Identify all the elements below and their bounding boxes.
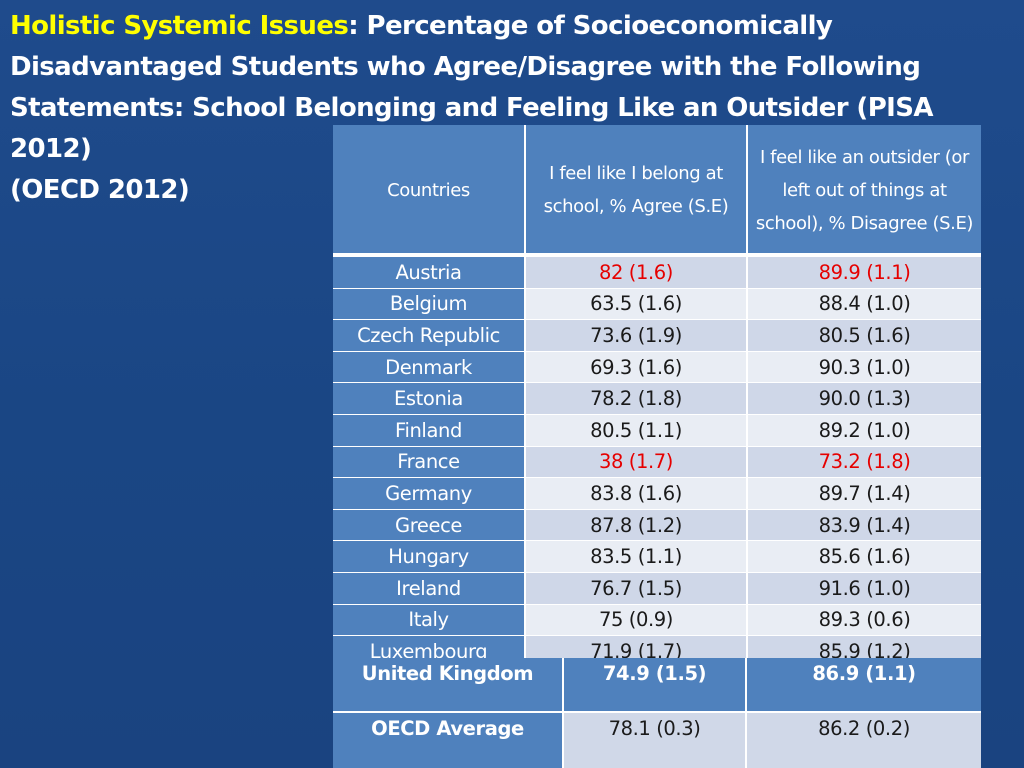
outsider-cell: 90.3 (1.0) xyxy=(748,351,981,383)
uk-belong: 74.9 (1.5) xyxy=(564,658,747,711)
outsider-cell: 89.9 (1.1) xyxy=(748,257,981,288)
oecd-country: OECD Average xyxy=(333,713,564,768)
row-divider xyxy=(333,572,981,573)
title-line-1: : Percentage of Socioeconomically xyxy=(348,11,833,41)
row-divider xyxy=(333,508,981,510)
row-divider xyxy=(333,319,981,321)
outsider-cell: 89.3 (0.6) xyxy=(748,604,981,636)
belong-cell: 63.5 (1.6) xyxy=(526,288,748,320)
country-cell: France xyxy=(333,446,526,478)
country-cell: Ireland xyxy=(333,573,526,604)
country-cell: Hungary xyxy=(333,541,526,572)
row-divider xyxy=(333,445,981,447)
country-cell: Belgium xyxy=(333,288,526,320)
row-divider xyxy=(333,350,981,352)
row-divider xyxy=(333,635,981,637)
oecd-outsider: 86.2 (0.2) xyxy=(747,713,981,768)
header-divider xyxy=(333,253,981,257)
belong-cell: 78.2 (1.8) xyxy=(526,383,748,414)
title-line-3: Statements: School Belonging and Feeling… xyxy=(10,93,933,123)
country-cell: Czech Republic xyxy=(333,320,526,351)
outsider-cell: 83.9 (1.4) xyxy=(748,509,981,541)
row-divider xyxy=(333,414,981,415)
row-divider xyxy=(333,382,981,384)
header-outsider: I feel like an outsider (or left out of … xyxy=(748,125,981,255)
belong-cell: 73.6 (1.9) xyxy=(526,320,748,351)
belong-cell: 83.8 (1.6) xyxy=(526,478,748,509)
belong-cell: 83.5 (1.1) xyxy=(526,541,748,572)
belong-cell: 76.7 (1.5) xyxy=(526,573,748,604)
outsider-cell: 73.2 (1.8) xyxy=(748,446,981,478)
slide-title: Holistic Systemic Issues: Percentage of … xyxy=(10,6,1010,211)
country-cell: Greece xyxy=(333,509,526,541)
title-line-4: 2012) xyxy=(10,134,92,164)
header-belong: I feel like I belong at school, % Agree … xyxy=(526,125,748,255)
uk-outsider: 86.9 (1.1) xyxy=(747,658,981,711)
country-cell: Austria xyxy=(333,257,526,288)
belong-cell: 80.5 (1.1) xyxy=(526,415,748,446)
oecd-belong: 78.1 (0.3) xyxy=(564,713,747,768)
belong-cell: 82 (1.6) xyxy=(526,257,748,288)
belong-cell: 75 (0.9) xyxy=(526,604,748,636)
row-divider xyxy=(333,477,981,479)
title-highlight: Holistic Systemic Issues xyxy=(10,11,349,41)
country-cell: Denmark xyxy=(333,351,526,383)
country-cell: Finland xyxy=(333,415,526,446)
country-cell: Estonia xyxy=(333,383,526,414)
outsider-cell: 90.0 (1.3) xyxy=(748,383,981,414)
outsider-cell: 80.5 (1.6) xyxy=(748,320,981,351)
row-divider xyxy=(333,287,981,289)
country-cell: Italy xyxy=(333,604,526,636)
uk-country: United Kingdom xyxy=(333,658,564,711)
outsider-cell: 89.2 (1.0) xyxy=(748,415,981,446)
outsider-cell: 89.7 (1.4) xyxy=(748,478,981,509)
outsider-cell: 88.4 (1.0) xyxy=(748,288,981,320)
belong-cell: 69.3 (1.6) xyxy=(526,351,748,383)
title-line-5: (OECD 2012) xyxy=(10,175,190,205)
summary-divider xyxy=(333,711,981,713)
title-line-2: Disadvantaged Students who Agree/Disagre… xyxy=(10,52,921,82)
outsider-cell: 91.6 (1.0) xyxy=(748,573,981,604)
row-divider xyxy=(333,540,981,542)
belong-cell: 87.8 (1.2) xyxy=(526,509,748,541)
belong-cell: 38 (1.7) xyxy=(526,446,748,478)
country-cell: Germany xyxy=(333,478,526,509)
outsider-cell: 85.6 (1.6) xyxy=(748,541,981,572)
header-countries: Countries xyxy=(333,125,526,255)
row-divider xyxy=(333,603,981,605)
